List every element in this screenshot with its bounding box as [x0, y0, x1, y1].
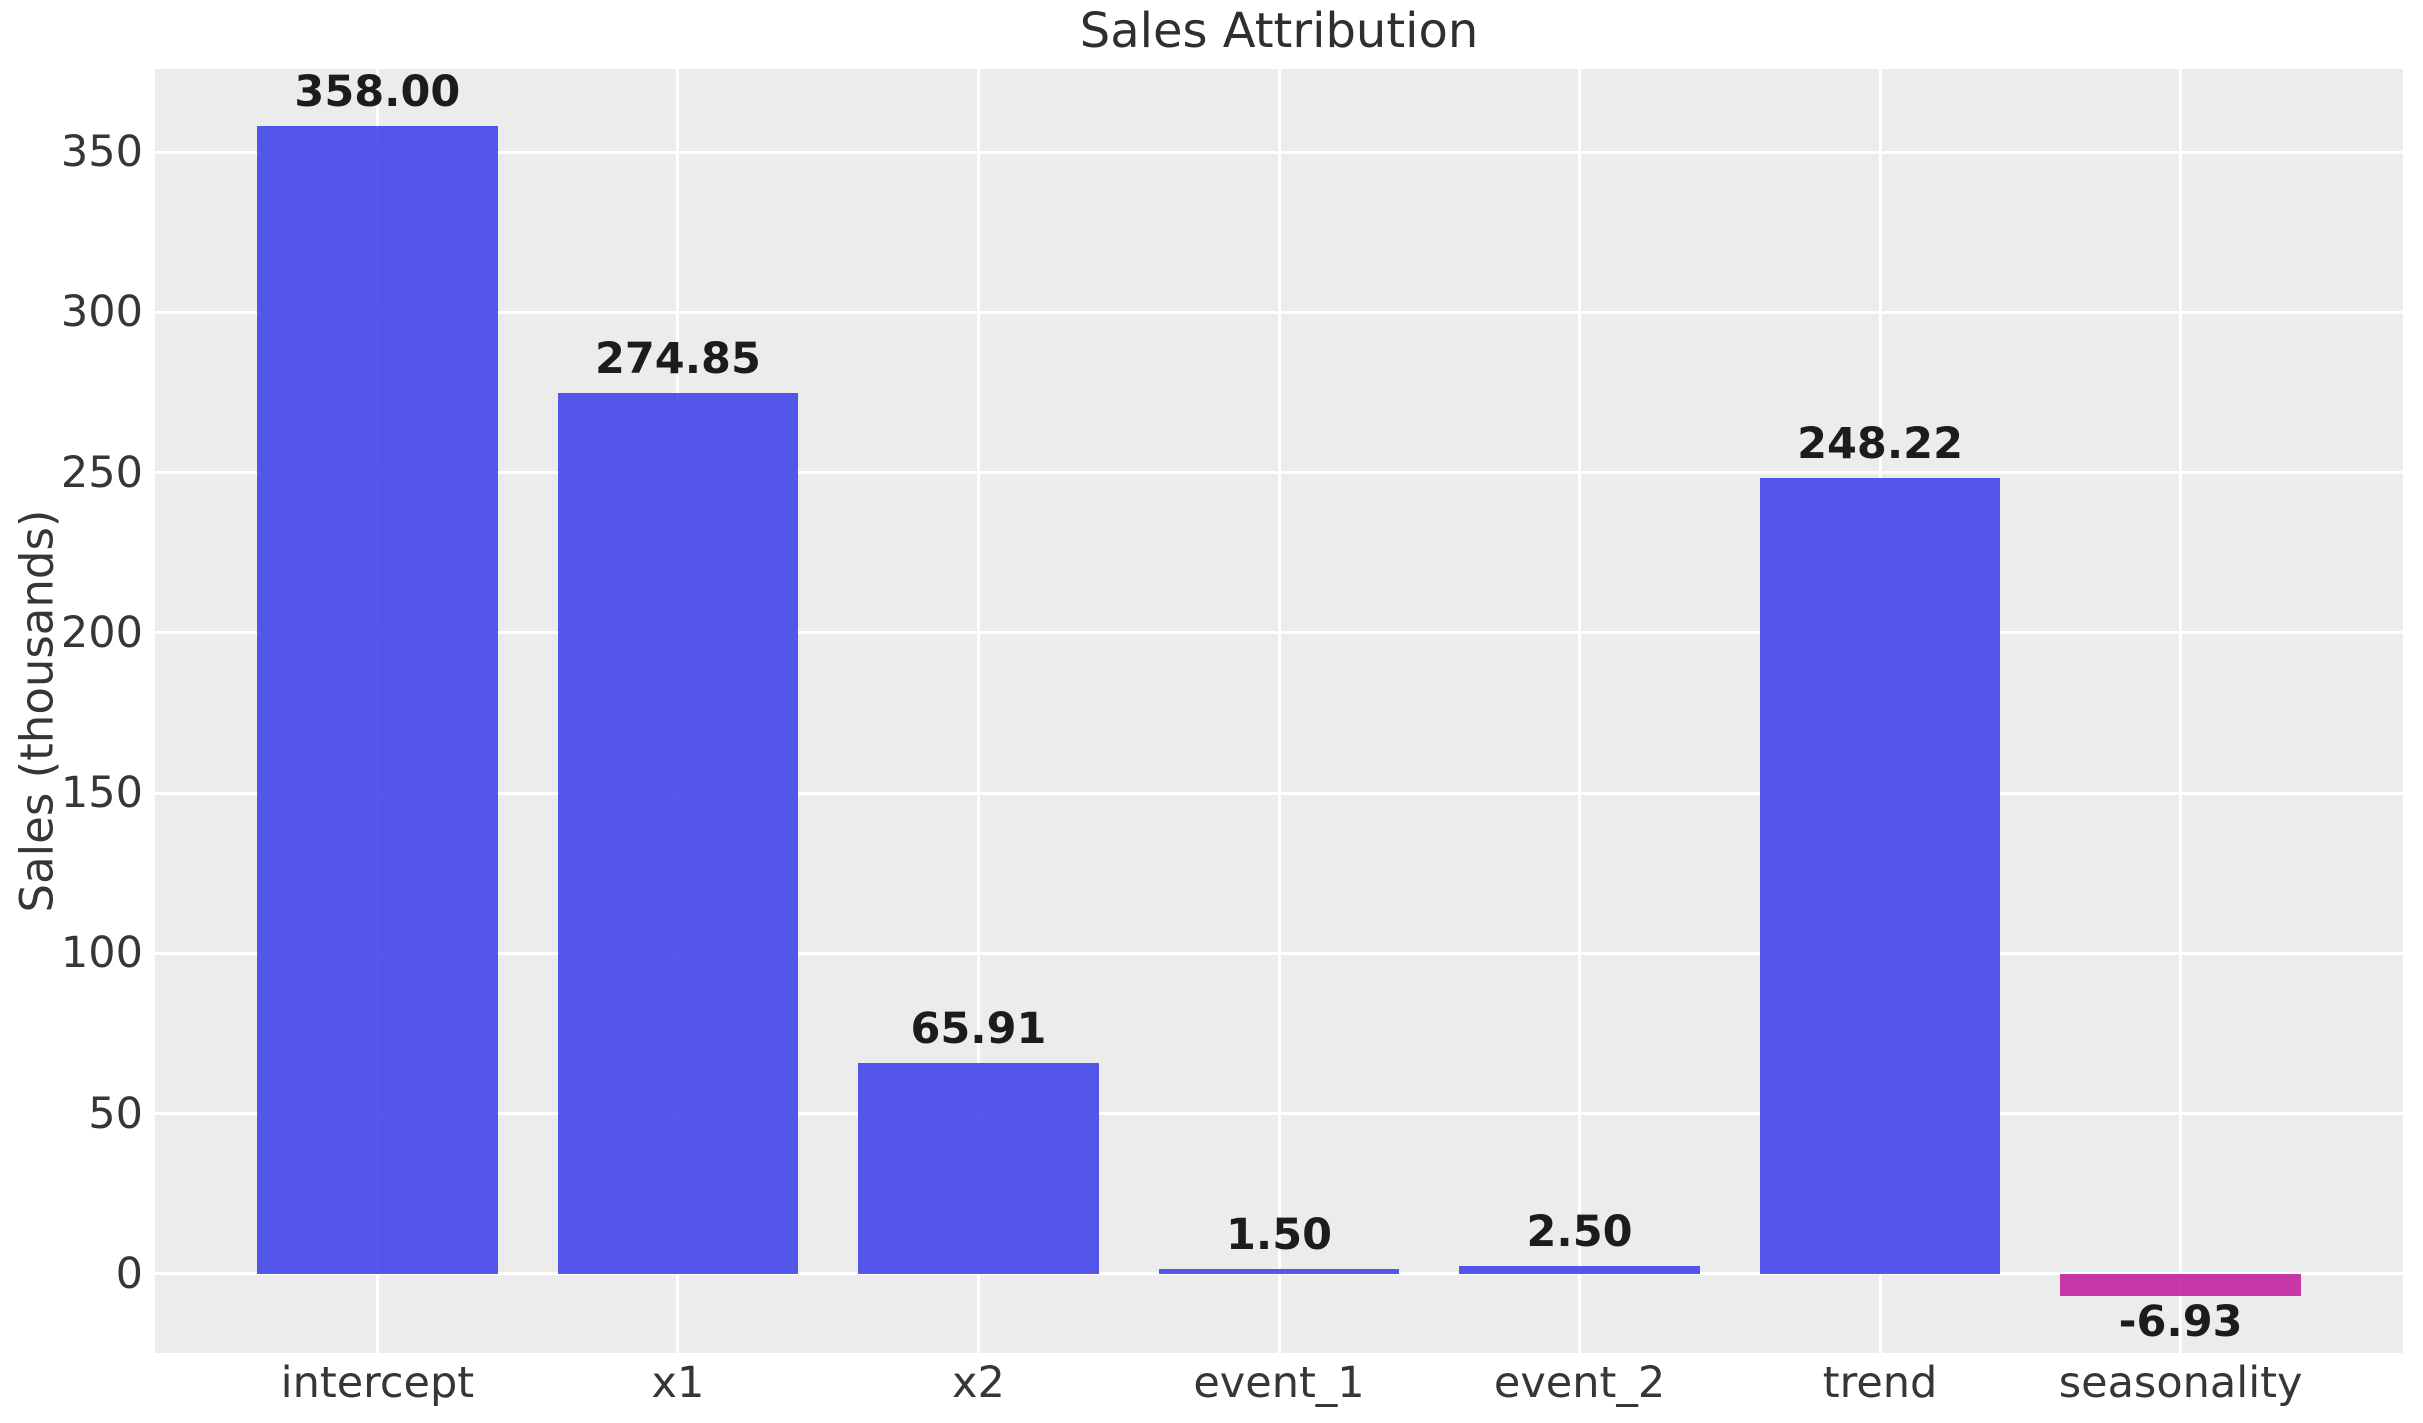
- bar-value-label: 1.50: [1225, 1210, 1333, 1261]
- y-axis-label: Sales (thousands): [10, 509, 64, 913]
- gridline-vertical: [1578, 69, 1582, 1353]
- gridline-vertical: [1277, 69, 1281, 1353]
- x-tick-label-seasonality: seasonality: [2058, 1358, 2303, 1408]
- chart-title: Sales Attribution: [1079, 3, 1479, 59]
- bar-x2: [858, 1062, 1099, 1274]
- bar-value-label: 248.22: [1797, 419, 1964, 470]
- bar-seasonality: [2060, 1273, 2301, 1297]
- x-tick-label-trend: trend: [1822, 1358, 1938, 1408]
- x-tick-label-x1: x1: [651, 1358, 705, 1408]
- x-tick-label-event_1: event_1: [1193, 1358, 1365, 1408]
- x-tick-label-x2: x2: [952, 1358, 1005, 1408]
- x-tick-label-event_2: event_2: [1493, 1358, 1666, 1408]
- bar-value-label: 274.85: [594, 333, 761, 384]
- bar-value-label: 65.91: [910, 1003, 1047, 1054]
- bar-event_1: [1158, 1269, 1400, 1274]
- bar-x1: [557, 392, 799, 1274]
- bar-value-label: 2.50: [1526, 1206, 1633, 1257]
- plot-area: 358.00 274.85 65.91 1.50 2.50 248.22 -6.93: [155, 69, 2403, 1353]
- bar-intercept: [257, 126, 498, 1274]
- bar-value-label: 358.00: [294, 67, 461, 118]
- y-tick-label: 300: [60, 287, 143, 338]
- y-tick-label: 50: [88, 1088, 143, 1139]
- y-tick-label: 0: [115, 1248, 143, 1299]
- bar-value-label: -6.93: [2118, 1297, 2243, 1348]
- x-tick-label-intercept: intercept: [280, 1358, 475, 1408]
- y-tick-label: 350: [60, 127, 143, 177]
- gridline-vertical: [976, 69, 980, 1353]
- gridline-vertical: [2179, 69, 2183, 1353]
- bar-trend: [1759, 478, 2001, 1274]
- y-tick-label: 100: [60, 928, 143, 979]
- y-tick-label: 150: [60, 768, 143, 819]
- y-tick-label: 250: [60, 447, 143, 498]
- bar-event_2: [1459, 1265, 1700, 1274]
- y-tick-label: 200: [60, 607, 143, 658]
